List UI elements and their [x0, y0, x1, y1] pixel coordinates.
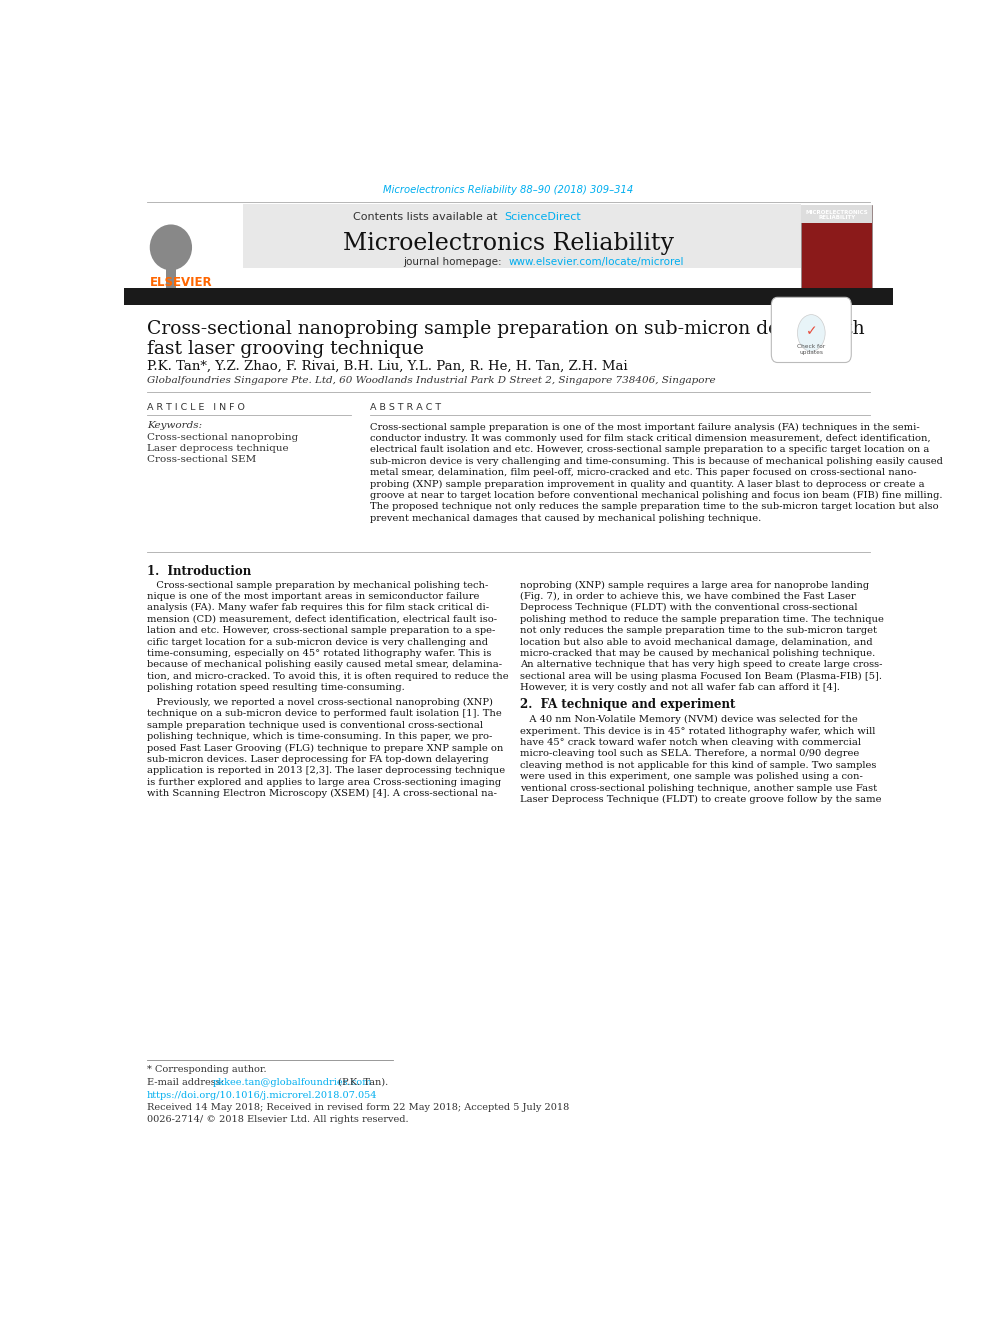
Bar	[167, 258, 176, 288]
Text: nique is one of the most important areas in semiconductor failure: nique is one of the most important areas…	[147, 591, 479, 601]
Text: posed Fast Laser Grooving (FLG) technique to prepare XNP sample on: posed Fast Laser Grooving (FLG) techniqu…	[147, 744, 503, 753]
Text: electrical fault isolation and etc. However, cross-sectional sample preparation : electrical fault isolation and etc. Howe…	[370, 446, 930, 454]
Text: Keywords:: Keywords:	[147, 421, 202, 430]
Text: Globalfoundries Singapore Pte. Ltd, 60 Woodlands Industrial Park D Street 2, Sin: Globalfoundries Singapore Pte. Ltd, 60 W…	[147, 376, 715, 385]
Text: ScienceDirect: ScienceDirect	[505, 212, 581, 222]
Text: groove at near to target location before conventional mechanical polishing and f: groove at near to target location before…	[370, 491, 942, 500]
Text: tion, and micro-cracked. To avoid this, it is often required to reduce the: tion, and micro-cracked. To avoid this, …	[147, 672, 509, 681]
Text: application is reported in 2013 [2,3]. The laser deprocessing technique: application is reported in 2013 [2,3]. T…	[147, 766, 505, 775]
Text: experiment. This device is in 45° rotated lithography wafer, which will: experiment. This device is in 45° rotate…	[520, 726, 875, 736]
Text: Cross-sectional sample preparation is one of the most important failure analysis: Cross-sectional sample preparation is on…	[370, 422, 920, 431]
Text: P.K. Tan*, Y.Z. Zhao, F. Rivai, B.H. Liu, Y.L. Pan, R. He, H. Tan, Z.H. Mai: P.K. Tan*, Y.Z. Zhao, F. Rivai, B.H. Liu…	[147, 360, 628, 373]
Text: polishing rotation speed resulting time-consuming.: polishing rotation speed resulting time-…	[147, 683, 405, 692]
Text: mension (CD) measurement, defect identification, electrical fault iso-: mension (CD) measurement, defect identif…	[147, 615, 497, 623]
Text: Check for
updates: Check for updates	[798, 344, 825, 355]
Text: A R T I C L E   I N F O: A R T I C L E I N F O	[147, 404, 245, 413]
Text: Previously, we reported a novel cross-sectional nanoprobing (XNP): Previously, we reported a novel cross-se…	[147, 699, 493, 708]
Text: with Scanning Electron Microscopy (XSEM) [4]. A cross-sectional na-: with Scanning Electron Microscopy (XSEM)…	[147, 790, 497, 798]
Text: cific target location for a sub-micron device is very challenging and: cific target location for a sub-micron d…	[147, 638, 488, 647]
Text: ventional cross-sectional polishing technique, another sample use Fast: ventional cross-sectional polishing tech…	[520, 783, 877, 792]
Text: conductor industry. It was commonly used for film stack critical dimension measu: conductor industry. It was commonly used…	[370, 434, 930, 443]
Text: prevent mechanical damages that caused by mechanical polishing technique.: prevent mechanical damages that caused b…	[370, 513, 761, 523]
Text: micro-cleaving tool such as SELA. Therefore, a normal 0/90 degree: micro-cleaving tool such as SELA. Theref…	[520, 749, 859, 758]
Text: 0026-2714/ © 2018 Elsevier Ltd. All rights reserved.: 0026-2714/ © 2018 Elsevier Ltd. All righ…	[147, 1115, 409, 1125]
Text: because of mechanical polishing easily caused metal smear, delamina-: because of mechanical polishing easily c…	[147, 660, 502, 669]
Text: fast laser grooving technique: fast laser grooving technique	[147, 340, 424, 359]
FancyBboxPatch shape	[772, 298, 851, 363]
Text: cleaving method is not applicable for this kind of sample. Two samples: cleaving method is not applicable for th…	[520, 761, 876, 770]
Text: probing (XNP) sample preparation improvement in quality and quantity. A laser bl: probing (XNP) sample preparation improve…	[370, 480, 925, 488]
Text: ✓: ✓	[806, 324, 817, 337]
Text: Cross-sectional SEM: Cross-sectional SEM	[147, 455, 256, 464]
Text: An alternative technique that has very high speed to create large cross-: An alternative technique that has very h…	[520, 660, 883, 669]
Text: sectional area will be using plasma Focused Ion Beam (Plasma-FIB) [5].: sectional area will be using plasma Focu…	[520, 672, 882, 681]
Text: time-consuming, especially on 45° rotated lithography wafer. This is: time-consuming, especially on 45° rotate…	[147, 650, 491, 658]
Text: pkkee.tan@globalfoundries.com: pkkee.tan@globalfoundries.com	[212, 1078, 372, 1086]
Text: sub-micron devices. Laser deprocessing for FA top-down delayering: sub-micron devices. Laser deprocessing f…	[147, 755, 489, 765]
Text: metal smear, delamination, film peel-off, micro-cracked and etc. This paper focu: metal smear, delamination, film peel-off…	[370, 468, 917, 478]
Text: location but also able to avoid mechanical damage, delamination, and: location but also able to avoid mechanic…	[520, 638, 873, 647]
Text: were used in this experiment, one sample was polished using a con-: were used in this experiment, one sample…	[520, 773, 863, 781]
Text: (P.K. Tan).: (P.K. Tan).	[335, 1078, 388, 1086]
Text: Cross-sectional sample preparation by mechanical polishing tech-: Cross-sectional sample preparation by me…	[147, 581, 488, 590]
Text: not only reduces the sample preparation time to the sub-micron target: not only reduces the sample preparation …	[520, 626, 877, 635]
Text: MICROELECTRONICS
RELIABILITY: MICROELECTRONICS RELIABILITY	[806, 209, 868, 221]
Text: Microelectronics Reliability 88–90 (2018) 309–314: Microelectronics Reliability 88–90 (2018…	[383, 185, 634, 196]
Text: E-mail address:: E-mail address:	[147, 1078, 230, 1086]
Ellipse shape	[150, 225, 192, 270]
Text: micro-cracked that may be caused by mechanical polishing technique.: micro-cracked that may be caused by mech…	[520, 650, 875, 658]
Text: The proposed technique not only reduces the sample preparation time to the sub-m: The proposed technique not only reduces …	[370, 503, 938, 512]
Text: A B S T R A C T: A B S T R A C T	[370, 404, 441, 413]
Text: www.elsevier.com/locate/microrel: www.elsevier.com/locate/microrel	[509, 257, 683, 266]
Text: sample preparation technique used is conventional cross-sectional: sample preparation technique used is con…	[147, 721, 483, 730]
Text: analysis (FA). Many wafer fab requires this for film stack critical di-: analysis (FA). Many wafer fab requires t…	[147, 603, 489, 613]
Text: * Corresponding author.: * Corresponding author.	[147, 1065, 267, 1074]
Text: Cross-sectional nanoprobing: Cross-sectional nanoprobing	[147, 433, 299, 442]
Text: technique on a sub-micron device to performed fault isolation [1]. The: technique on a sub-micron device to perf…	[147, 709, 502, 718]
FancyBboxPatch shape	[147, 205, 243, 291]
Text: A 40 nm Non-Volatile Memory (NVM) device was selected for the: A 40 nm Non-Volatile Memory (NVM) device…	[520, 716, 858, 724]
Text: Contents lists available at: Contents lists available at	[353, 212, 505, 222]
Text: However, it is very costly and not all wafer fab can afford it [4].: However, it is very costly and not all w…	[520, 683, 840, 692]
Text: Microelectronics Reliability: Microelectronics Reliability	[343, 232, 674, 255]
Text: 1.  Introduction: 1. Introduction	[147, 565, 251, 578]
Text: polishing method to reduce the sample preparation time. The technique: polishing method to reduce the sample pr…	[520, 615, 884, 623]
FancyBboxPatch shape	[802, 205, 872, 224]
Text: polishing technique, which is time-consuming. In this paper, we pro-: polishing technique, which is time-consu…	[147, 732, 492, 741]
Text: is further explored and applies to large area Cross-sectioning imaging: is further explored and applies to large…	[147, 778, 501, 787]
Text: Cross-sectional nanoprobing sample preparation on sub-micron device with: Cross-sectional nanoprobing sample prepa…	[147, 320, 865, 337]
Circle shape	[798, 315, 825, 352]
Text: https://doi.org/10.1016/j.microrel.2018.07.054: https://doi.org/10.1016/j.microrel.2018.…	[147, 1091, 378, 1099]
Text: Laser deprocess technique: Laser deprocess technique	[147, 445, 289, 452]
Text: Received 14 May 2018; Received in revised form 22 May 2018; Accepted 5 July 2018: Received 14 May 2018; Received in revise…	[147, 1103, 569, 1113]
Text: sub-micron device is very challenging and time-consuming. This is because of mec: sub-micron device is very challenging an…	[370, 456, 942, 466]
FancyBboxPatch shape	[243, 204, 801, 267]
Text: journal homepage:: journal homepage:	[404, 257, 509, 266]
Text: have 45° crack toward wafer notch when cleaving with commercial: have 45° crack toward wafer notch when c…	[520, 738, 861, 747]
Text: ELSEVIER: ELSEVIER	[150, 277, 212, 290]
Text: Deprocess Technique (FLDT) with the conventional cross-sectional: Deprocess Technique (FLDT) with the conv…	[520, 603, 857, 613]
Text: 2.  FA technique and experiment: 2. FA technique and experiment	[520, 699, 735, 710]
FancyBboxPatch shape	[802, 205, 872, 291]
Text: Laser Deprocess Technique (FLDT) to create groove follow by the same: Laser Deprocess Technique (FLDT) to crea…	[520, 795, 882, 804]
Text: noprobing (XNP) sample requires a large area for nanoprobe landing: noprobing (XNP) sample requires a large …	[520, 581, 869, 590]
Text: lation and etc. However, cross-sectional sample preparation to a spe-: lation and etc. However, cross-sectional…	[147, 626, 495, 635]
Text: (Fig. 7), in order to achieve this, we have combined the Fast Laser: (Fig. 7), in order to achieve this, we h…	[520, 591, 855, 601]
FancyBboxPatch shape	[124, 288, 893, 306]
